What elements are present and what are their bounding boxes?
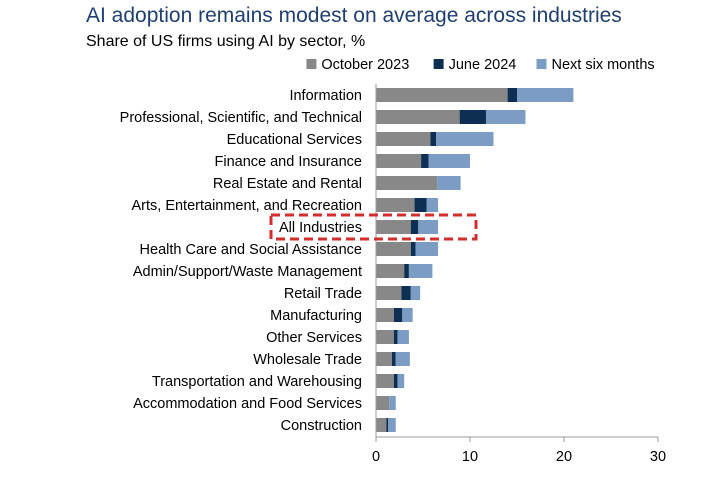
bar-manufacturing-june-2024 (393, 308, 403, 322)
bar-construction-june-2024 (386, 418, 389, 432)
chart-title: AI adoption remains modest on average ac… (86, 4, 622, 27)
bar-accommodation-and-food-services-next-six-months (389, 396, 396, 410)
bar-real-estate-and-rental-october-2023 (376, 176, 438, 190)
bar-accommodation-and-food-services-october-2023 (376, 396, 390, 410)
bar-manufacturing-october-2023 (376, 308, 394, 322)
category-label-accommodation-and-food-services: Accommodation and Food Services (133, 396, 362, 412)
bar-health-care-and-social-assistance-next-six-months (415, 242, 439, 256)
chart-subtitle: Share of US firms using AI by sector, % (86, 33, 366, 50)
bar-educational-services-june-2024 (430, 132, 437, 146)
bar-arts-entertainment-and-recreation-june-2024 (414, 198, 427, 212)
bar-all-industries-next-six-months (418, 220, 439, 234)
bar-health-care-and-social-assistance-october-2023 (376, 242, 411, 256)
bar-admin-support-waste-management-october-2023 (376, 264, 405, 278)
bar-other-services-october-2023 (376, 330, 394, 344)
legend-swatch-june-2024 (433, 59, 444, 69)
bar-educational-services-october-2023 (376, 132, 431, 146)
bar-professional-scientific-and-technical-june-2024 (459, 110, 486, 124)
bar-professional-scientific-and-technical-october-2023 (376, 110, 460, 124)
x-axis: 0 10 20 30 (372, 84, 666, 465)
bar-other-services-next-six-months (397, 330, 409, 344)
category-label-transportation-and-warehousing: Transportation and Warehousing (152, 374, 362, 390)
bar-information-june-2024 (507, 88, 517, 102)
bar-finance-and-insurance-june-2024 (421, 154, 429, 168)
category-label-educational-services: Educational Services (227, 132, 362, 148)
highlight-box-group (269, 213, 478, 241)
bar-educational-services-next-six-months (436, 132, 494, 146)
bar-information-october-2023 (376, 88, 508, 102)
legend-label-next-six-months: Next six months (552, 57, 655, 73)
bar-admin-support-waste-management-june-2024 (404, 264, 409, 278)
bar-construction-october-2023 (376, 418, 387, 432)
category-label-construction: Construction (281, 418, 362, 434)
bar-finance-and-insurance-october-2023 (376, 154, 422, 168)
x-tick-label-0: 0 (372, 449, 380, 465)
bar-health-care-and-social-assistance-june-2024 (410, 242, 416, 256)
bar-arts-entertainment-and-recreation-october-2023 (376, 198, 415, 212)
bar-arts-entertainment-and-recreation-next-six-months (426, 198, 439, 212)
category-label-wholesale-trade: Wholesale Trade (253, 352, 362, 368)
bar-other-services-june-2024 (393, 330, 398, 344)
legend-label-october-2023: October 2023 (321, 57, 409, 73)
legend-swatch-next-six-months (536, 59, 547, 69)
x-tick-label-10: 10 (462, 449, 478, 465)
category-label-manufacturing: Manufacturing (270, 308, 362, 324)
category-label-admin-support-waste-management: Admin/Support/Waste Management (133, 264, 362, 280)
bar-real-estate-and-rental-next-six-months (437, 176, 461, 190)
bar-manufacturing-next-six-months (402, 308, 413, 322)
category-label-information: Information (289, 88, 362, 104)
category-label-professional-scientific-and-technical: Professional, Scientific, and Technical (120, 110, 362, 126)
bar-admin-support-waste-management-next-six-months (408, 264, 433, 278)
x-tick-label-30: 30 (650, 449, 666, 465)
bar-retail-trade-october-2023 (376, 286, 402, 300)
category-label-retail-trade: Retail Trade (284, 286, 362, 302)
highlight-box (269, 213, 478, 241)
category-labels: Information Professional, Scientific, and… (120, 88, 362, 434)
category-label-finance-and-insurance: Finance and Insurance (214, 154, 362, 170)
legend-swatch-october-2023 (306, 59, 317, 69)
category-label-health-care-and-social-assistance: Health Care and Social Assistance (140, 242, 362, 258)
bar-professional-scientific-and-technical-next-six-months (485, 110, 526, 124)
bar-transportation-and-warehousing-june-2024 (393, 374, 398, 388)
bar-finance-and-insurance-next-six-months (428, 154, 470, 168)
x-tick-label-20: 20 (556, 449, 572, 465)
bar-all-industries-october-2023 (376, 220, 411, 234)
bars-group (376, 88, 574, 432)
bar-retail-trade-next-six-months (410, 286, 421, 300)
bar-retail-trade-june-2024 (401, 286, 411, 300)
bar-all-industries-june-2024 (410, 220, 419, 234)
category-label-arts-entertainment-and-recreation: Arts, Entertainment, and Recreation (131, 198, 362, 214)
legend: October 2023 June 2024 Next six months (306, 57, 655, 73)
bar-transportation-and-warehousing-next-six-months (397, 374, 405, 388)
bar-wholesale-trade-june-2024 (391, 352, 396, 366)
bar-transportation-and-warehousing-october-2023 (376, 374, 394, 388)
category-label-real-estate-and-rental: Real Estate and Rental (213, 176, 362, 192)
category-label-all-industries: All Industries (279, 220, 362, 236)
bar-information-next-six-months (517, 88, 574, 102)
bar-wholesale-trade-next-six-months (395, 352, 410, 366)
category-label-other-services: Other Services (266, 330, 362, 346)
bar-construction-next-six-months (388, 418, 396, 432)
legend-label-june-2024: June 2024 (449, 57, 517, 73)
bar-wholesale-trade-october-2023 (376, 352, 392, 366)
